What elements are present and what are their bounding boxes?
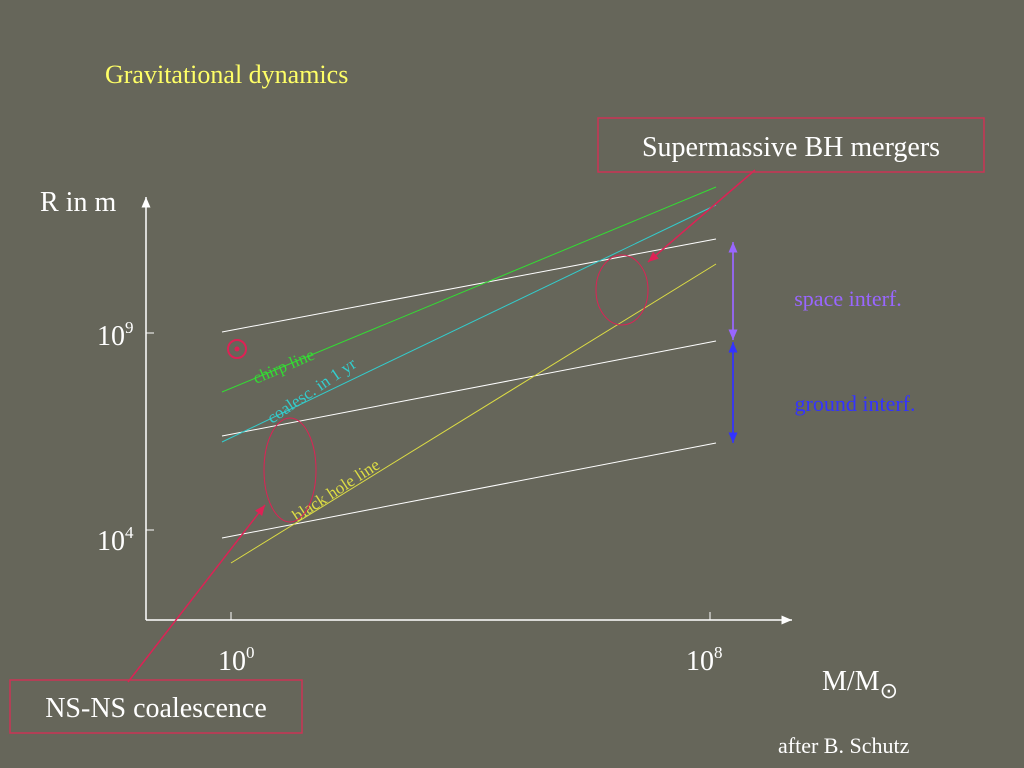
- sensitivity-line: [221, 238, 717, 333]
- x-tick-label: 108: [686, 643, 723, 677]
- exp: 0: [246, 643, 255, 662]
- ns-region: [263, 417, 317, 523]
- coalesc-line: [221, 204, 717, 443]
- exp: 9: [125, 318, 134, 337]
- sensitivity-line: [221, 442, 717, 539]
- band-label: space interf.: [794, 286, 902, 311]
- credit: after B. Schutz: [778, 733, 910, 758]
- callout-arrow: [647, 169, 756, 263]
- exp: 8: [714, 643, 723, 662]
- title: Gravitational dynamics: [105, 60, 348, 89]
- x-label: M/M⊙: [822, 666, 898, 703]
- base: 10: [218, 646, 246, 677]
- x-label-sub: ⊙: [880, 678, 898, 703]
- base: 10: [686, 646, 714, 677]
- base: 10: [97, 321, 125, 352]
- callout-text: Supermassive BH mergers: [642, 132, 940, 163]
- callout-box: [9, 679, 303, 734]
- y-tick-label: 109: [97, 318, 134, 352]
- x-label-text: M/M: [822, 666, 880, 697]
- sun-symbol: [227, 339, 247, 359]
- callout-box: [597, 117, 985, 173]
- sensitivity-line: [221, 340, 717, 437]
- y-label: R in m: [40, 187, 116, 218]
- black-hole-line: [230, 263, 717, 564]
- band-label: ground interf.: [795, 391, 916, 416]
- y-tick-label: 104: [97, 523, 134, 557]
- sun-symbol-dot: [234, 346, 240, 352]
- callout-arrow: [127, 504, 266, 683]
- smbh-region: [595, 254, 649, 326]
- base: 10: [97, 526, 125, 557]
- callout-text: NS-NS coalescence: [45, 693, 267, 724]
- exp: 4: [125, 523, 134, 542]
- x-tick-label: 100: [218, 643, 255, 677]
- chirp-line: [221, 186, 717, 393]
